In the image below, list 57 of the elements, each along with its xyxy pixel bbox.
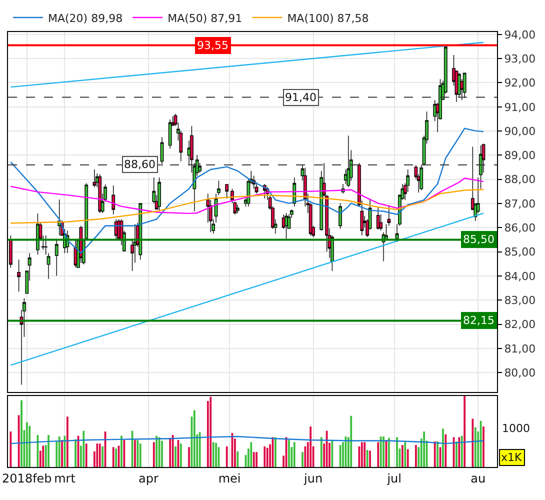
candlestick <box>479 144 482 190</box>
candlestick <box>214 193 218 223</box>
legend-label: MA(20) 89,98 <box>48 12 123 25</box>
candlestick <box>376 206 380 230</box>
text: x1K <box>501 451 523 464</box>
candlestick <box>217 180 220 196</box>
candlestick <box>338 202 342 230</box>
y-tick-label: 84,00 <box>504 270 536 283</box>
candlestick <box>158 177 161 212</box>
y-tick-label: 82,00 <box>504 318 536 332</box>
y-tick-label: 85,00 <box>504 246 536 259</box>
ref-line-label: 91,40 <box>285 91 316 104</box>
x-tick-label: jul <box>386 471 402 486</box>
candlestick <box>420 164 424 191</box>
ref-line-label: 85,50 <box>463 233 494 246</box>
candlestick <box>17 259 21 292</box>
y-tick-label: 94,00 <box>504 28 536 42</box>
y-tick-label: 81,00 <box>504 342 536 356</box>
y-tick-label: 83,00 <box>504 294 536 308</box>
text: 1000 <box>502 422 530 435</box>
candlestick <box>54 238 58 276</box>
candlestick <box>46 252 50 280</box>
candlestick <box>236 204 240 214</box>
legend-label: MA(100) 87,58 <box>287 12 369 25</box>
candlestick <box>160 136 164 166</box>
candlestick <box>168 119 172 149</box>
candlestick <box>92 169 96 188</box>
x-tick-label: mrt <box>54 471 76 486</box>
y-tick-label: 90,00 <box>504 124 536 138</box>
y-tick-label: 88,00 <box>504 173 536 186</box>
candlestick <box>346 135 350 188</box>
ref-line-label: 93,55 <box>197 39 228 52</box>
y-tick-label: 92,00 <box>504 76 536 90</box>
x-tick-label: au <box>470 471 486 486</box>
line-series <box>10 178 484 214</box>
candlestick <box>112 185 116 215</box>
candlestick <box>225 184 229 199</box>
candlestick <box>138 202 142 260</box>
y-tick-label: 89,00 <box>504 149 536 162</box>
candlestick <box>44 235 48 256</box>
y-tick-label: 87,00 <box>504 197 536 210</box>
y-tick-label: 86,00 <box>504 222 536 235</box>
x-tick-label: apr <box>138 471 159 486</box>
y-tick-label: 91,00 <box>504 100 536 114</box>
legend-label: MA(50) 87,91 <box>168 12 242 25</box>
x-tick-label: 2018feb <box>2 471 52 486</box>
x-tick-label: jun <box>303 471 323 486</box>
y-tick-label: 80,00 <box>504 366 536 380</box>
candlestick <box>98 174 102 214</box>
line-series <box>10 188 484 224</box>
ref-line-label: 88,60 <box>124 158 156 171</box>
y-tick-label: 93,00 <box>504 52 536 66</box>
candlestick <box>387 206 391 226</box>
candlestick <box>284 212 288 241</box>
x-tick-label: mei <box>218 471 241 486</box>
ref-line-label: 82,15 <box>463 314 494 327</box>
candlestick <box>462 72 466 98</box>
